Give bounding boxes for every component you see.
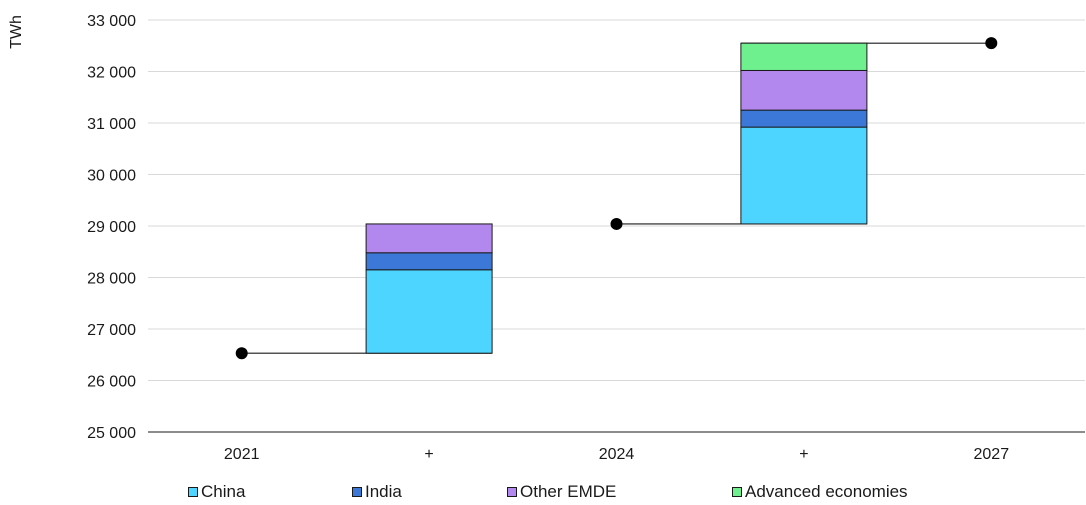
total-markers	[235, 37, 998, 360]
legend-label-india: India	[365, 482, 402, 501]
legend-item-other-emde: Other EMDE	[507, 482, 616, 502]
y-tick-label: 27 000	[87, 322, 136, 339]
y-tick-label: 25 000	[87, 425, 136, 442]
bar-segment-india	[365, 252, 493, 271]
legend-item-india: India	[352, 482, 402, 502]
legend-label-other-emde: Other EMDE	[520, 482, 617, 501]
x-tick-label: +	[799, 446, 808, 463]
legend-item-advanced-economies: Advanced economies	[732, 482, 908, 502]
x-tick-label: 2027	[974, 446, 1010, 463]
legend-label-china: China	[201, 482, 246, 501]
gridlines	[148, 19, 1085, 381]
bar-segment-china	[740, 126, 868, 225]
legend: China India Other EMDE Advanced economie…	[0, 482, 1086, 504]
x-tick-label: 2024	[599, 446, 635, 463]
y-tick-label: 32 000	[87, 65, 136, 82]
bar-segment-china	[365, 269, 493, 354]
legend-swatch-india	[352, 487, 362, 497]
connector-lines	[241, 42, 992, 354]
bar-segment-india	[740, 109, 868, 128]
bar-segments	[365, 42, 868, 354]
y-tick-label: 29 000	[87, 219, 136, 236]
bar-segment-other-emde	[740, 69, 868, 111]
legend-label-advanced-economies: Advanced economies	[745, 482, 908, 501]
x-tick-labels: 2021 +2024 +2027	[224, 446, 1009, 463]
y-tick-label: 26 000	[87, 374, 136, 391]
y-tick-label: 31 000	[87, 116, 136, 133]
bar-segment-advanced-economies	[740, 42, 868, 71]
legend-swatch-china	[188, 487, 198, 497]
legend-swatch-advanced-economies	[732, 487, 742, 497]
x-tick-label: 2021	[224, 446, 260, 463]
y-tick-label: 30 000	[87, 168, 136, 185]
total-marker	[985, 37, 998, 50]
waterfall-chart: 25 000 26 000 27 000 28 000 29 000 30 000 31 0…	[8, 13, 1085, 463]
total-marker	[235, 347, 248, 360]
legend-item-china: China	[188, 482, 245, 502]
y-tick-label: 28 000	[87, 271, 136, 288]
y-tick-labels: 25 000 26 000 27 000 28 000 29 000 30 000 31 0…	[87, 13, 136, 442]
y-axis-label: TWh	[8, 15, 25, 49]
y-tick-label: 33 000	[87, 13, 136, 30]
legend-swatch-other-emde	[507, 487, 517, 497]
bar-segment-other-emde	[365, 223, 493, 254]
total-marker	[610, 217, 623, 230]
x-tick-label: +	[424, 446, 433, 463]
